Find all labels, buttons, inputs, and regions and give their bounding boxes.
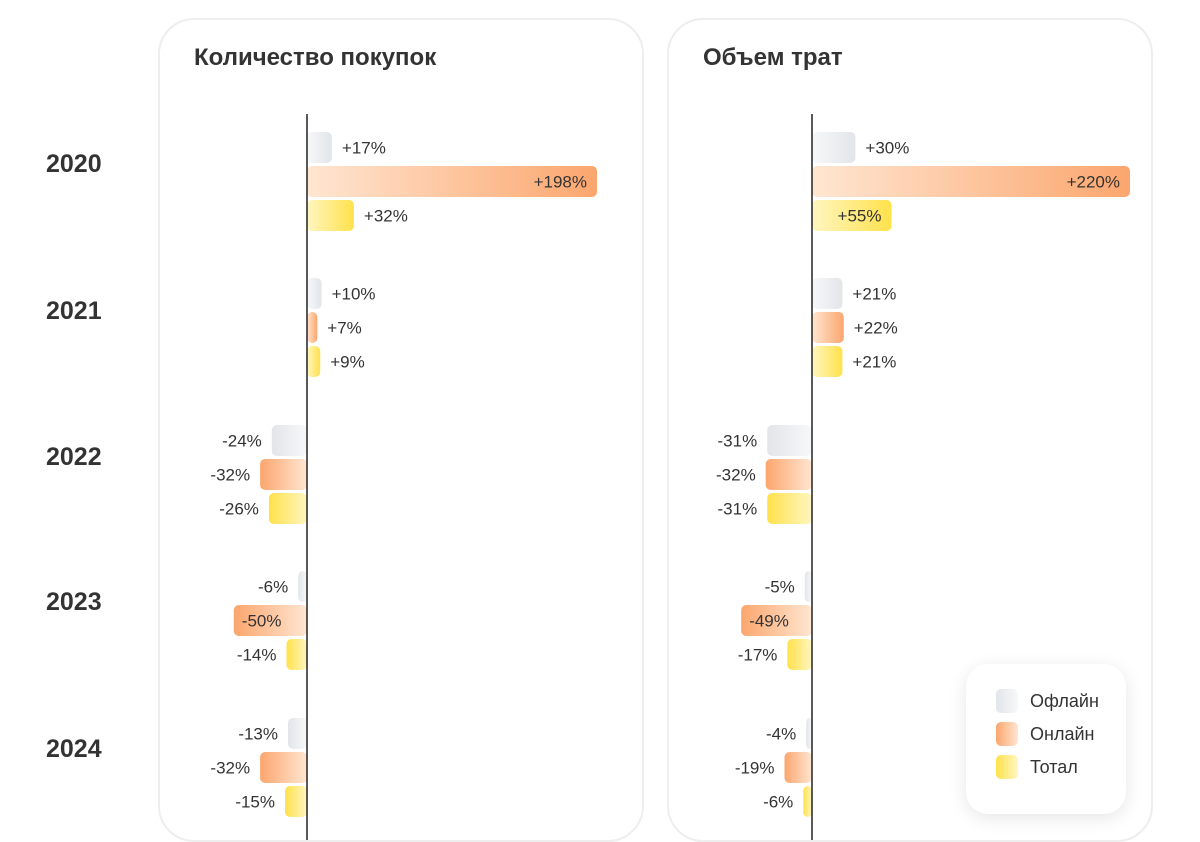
- legend-swatch-offline: [996, 689, 1018, 713]
- bar-2022-offline: [271, 425, 307, 456]
- legend-item-total: Тотал: [996, 754, 1078, 780]
- bar-value-label: +17%: [342, 139, 386, 158]
- year-label-2024: 2024: [46, 735, 102, 763]
- legend-label-offline: Офлайн: [1030, 690, 1099, 711]
- bar-value-label: -50%: [242, 612, 282, 631]
- bar-2024-total: [803, 786, 812, 817]
- bar-2023-total: [286, 639, 307, 670]
- chart-legend: Офлайн Онлайн Тотал: [966, 664, 1126, 814]
- year-label-2020: 2020: [46, 150, 102, 178]
- bar-2021-offline: [812, 278, 843, 309]
- bar-value-label: +21%: [852, 353, 896, 372]
- bar-2023-online: [741, 605, 812, 636]
- bar-value-label: -32%: [210, 466, 250, 485]
- bar-value-label: -5%: [765, 578, 795, 597]
- bar-2022-online: [260, 459, 307, 490]
- bar-value-label: +7%: [327, 319, 362, 338]
- bar-value-label: -14%: [237, 646, 277, 665]
- bar-2022-offline: [767, 425, 812, 456]
- bar-value-label: -32%: [716, 466, 756, 485]
- bar-value-label: +22%: [854, 319, 898, 338]
- legend-label-total: Тотал: [1030, 756, 1078, 777]
- bar-value-label: -26%: [219, 500, 259, 519]
- year-label-2023: 2023: [46, 588, 102, 616]
- bar-2021-total: [307, 346, 321, 377]
- legend-swatch-online: [996, 722, 1018, 746]
- bar-2020-total: [812, 200, 892, 231]
- bar-2024-offline: [806, 718, 812, 749]
- bar-value-label: +32%: [364, 207, 408, 226]
- purchases-count-panel: Количество покупок +17% +198% +32% +10% +7% +…: [158, 18, 644, 842]
- bar-value-label: +220%: [1067, 173, 1120, 192]
- legend-label-online: Онлайн: [1030, 723, 1095, 744]
- bar-2020-online: [307, 166, 597, 197]
- bar-value-label: -4%: [766, 725, 796, 744]
- bar-2023-total: [787, 639, 812, 670]
- bar-value-label: +55%: [838, 207, 882, 226]
- bar-2020-offline: [812, 132, 856, 163]
- bar-2022-online: [765, 459, 812, 490]
- bar-2021-total: [812, 346, 843, 377]
- bar-2020-total: [307, 200, 354, 231]
- bar-2024-total: [285, 786, 307, 817]
- panel-title-purchases-count: Количество покупок: [194, 44, 437, 71]
- bar-2024-online: [784, 752, 812, 783]
- bar-2021-online: [812, 312, 844, 343]
- spending-volume-chart: +30% +220% +55% +21% +22% +21% -31% -32% -31% -5%…: [716, 114, 1130, 840]
- bar-value-label: -13%: [238, 725, 278, 744]
- bar-2024-online: [260, 752, 307, 783]
- bar-value-label: -19%: [735, 759, 775, 778]
- year-label-2021: 2021: [46, 297, 102, 325]
- bar-2021-online: [307, 312, 318, 343]
- bar-2023-online: [233, 605, 307, 636]
- legend-item-online: Онлайн: [996, 721, 1094, 747]
- bar-value-label: +30%: [865, 139, 909, 158]
- legend-item-offline: Офлайн: [996, 688, 1099, 714]
- purchases-count-chart: +17% +198% +32% +10% +7% +9% -24% -32% -26% -6% -5…: [210, 114, 597, 840]
- year-label-2022: 2022: [46, 443, 102, 471]
- bar-value-label: -17%: [738, 646, 778, 665]
- bar-2023-offline: [804, 571, 812, 602]
- bar-value-label: +10%: [332, 285, 376, 304]
- bar-value-label: -49%: [749, 612, 789, 631]
- bar-value-label: -31%: [718, 432, 758, 451]
- bar-value-label: -32%: [210, 759, 250, 778]
- bar-2020-offline: [307, 132, 332, 163]
- bar-value-label: -24%: [222, 432, 262, 451]
- bar-2021-offline: [307, 278, 322, 309]
- bar-value-label: +198%: [534, 173, 587, 192]
- bar-value-label: +21%: [852, 285, 896, 304]
- bar-value-label: +9%: [330, 353, 365, 372]
- bar-2022-total: [268, 493, 307, 524]
- bar-2023-offline: [298, 571, 307, 602]
- bar-2022-total: [767, 493, 812, 524]
- panel-title-spending-volume: Объем трат: [703, 44, 843, 71]
- bar-2020-online: [812, 166, 1130, 197]
- legend-swatch-total: [996, 755, 1018, 779]
- bar-2024-offline: [288, 718, 307, 749]
- bar-value-label: -6%: [258, 578, 288, 597]
- bar-value-label: -6%: [763, 793, 793, 812]
- bar-value-label: -15%: [235, 793, 275, 812]
- bar-value-label: -31%: [718, 500, 758, 519]
